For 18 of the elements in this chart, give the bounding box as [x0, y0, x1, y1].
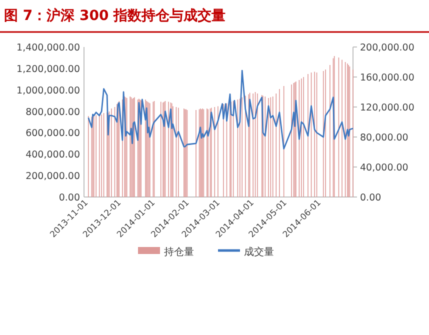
y-tick-label: 0.00 [58, 192, 80, 204]
legend-label: 持仓量 [164, 246, 194, 258]
y-tick-label: 200,000.00 [26, 171, 80, 182]
y2-tick-label: 160,000.00 [360, 72, 414, 84]
y-tick-label: 1,000,000.00 [16, 85, 80, 96]
y2-tick-label: 120,000.00 [360, 102, 414, 114]
y-tick-label: 1,200,000.00 [16, 64, 80, 75]
y-tick-label: 600,000.00 [26, 128, 80, 140]
line-series [88, 70, 354, 150]
y-tick-label: 1,400,000.00 [16, 42, 80, 54]
y2-tick-label: 40,000.00 [360, 162, 408, 174]
y2-tick-label: 0.00 [360, 192, 382, 204]
y2-tick-label: 80,000.00 [360, 132, 408, 144]
y2-tick-label: 200,000.00 [360, 42, 414, 54]
y-tick-label: 800,000.00 [26, 106, 80, 118]
legend-label: 成交量 [244, 246, 274, 258]
y-tick-label: 400,000.00 [26, 150, 80, 161]
chart-title: 图 7：沪深 300 指数持仓与成交量 [4, 7, 226, 24]
